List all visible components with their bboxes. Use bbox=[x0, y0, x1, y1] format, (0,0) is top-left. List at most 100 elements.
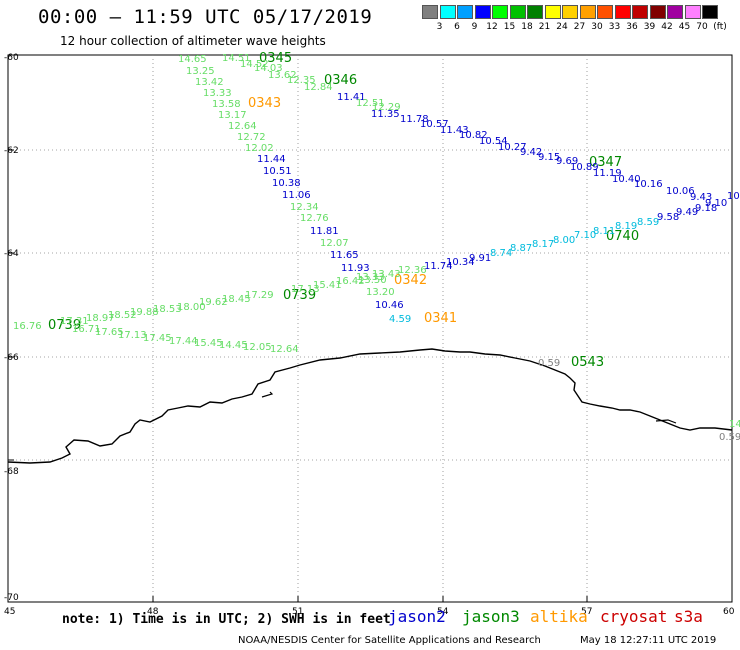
graticule bbox=[8, 55, 732, 602]
swh-value: 7.10 bbox=[574, 230, 596, 241]
legend-swatch bbox=[422, 5, 438, 19]
swh-value: 9.42 bbox=[520, 147, 542, 158]
swh-value: 11.81 bbox=[310, 226, 339, 237]
credit-timestamp: May 18 12:27:11 UTC 2019 bbox=[580, 635, 717, 646]
legend-swatch bbox=[544, 5, 561, 19]
legend-label: 33 bbox=[608, 22, 621, 32]
swh-value: 13.20 bbox=[366, 287, 395, 298]
swh-value: 19.62 bbox=[199, 297, 228, 308]
pass-time-label: 0342 bbox=[394, 273, 427, 288]
lat-label: -60 bbox=[4, 53, 19, 63]
mission-cryosat: cryosat bbox=[600, 607, 668, 626]
lat-labels: -60 -62 -64 -66 -68 -70 bbox=[4, 53, 19, 603]
legend-label: 12 bbox=[486, 22, 498, 32]
swh-value: 14.65 bbox=[178, 54, 207, 65]
swh-value: 13.42 bbox=[195, 77, 224, 88]
swh-value: 11.35 bbox=[371, 109, 400, 120]
legend-swatch bbox=[527, 5, 543, 19]
swh-value: 13.33 bbox=[356, 272, 385, 283]
swh-values: 14.65 14.51 14.52 13.25 14.03 13.42 13.6… bbox=[13, 53, 740, 443]
swh-value: 18.00 bbox=[177, 302, 206, 313]
legend-swatch bbox=[509, 5, 526, 19]
swh-value: 10.38 bbox=[272, 178, 301, 189]
swh-value: 15.41 bbox=[313, 280, 342, 291]
coastline-island bbox=[261, 391, 274, 398]
legend-label: 18 bbox=[521, 22, 533, 32]
swh-value: 9.49 bbox=[676, 207, 698, 218]
legend-label: 45 bbox=[678, 22, 691, 32]
swh-value: 12.64 bbox=[228, 121, 257, 132]
swh-value: 10.46 bbox=[375, 300, 404, 311]
swh-value: 16.76 bbox=[13, 321, 42, 332]
mission-s3a: s3a bbox=[674, 607, 703, 626]
swh-value: 10.54 bbox=[479, 136, 508, 147]
swh-value: 11.74 bbox=[424, 261, 453, 272]
swh-value: 13.25 bbox=[186, 66, 215, 77]
swh-value: 11.06 bbox=[282, 190, 311, 201]
lon-label: 57 bbox=[581, 607, 592, 617]
lat-label: -66 bbox=[4, 353, 19, 363]
swh-value: 10.16 bbox=[634, 179, 663, 190]
legend-label: 15 bbox=[503, 22, 516, 32]
swh-value: 11.19 bbox=[593, 168, 622, 179]
legend-label: 24 bbox=[556, 22, 568, 32]
legend-swatch bbox=[667, 5, 683, 19]
lat-label: -64 bbox=[4, 249, 19, 259]
legend-label: 36 bbox=[626, 22, 638, 32]
pass-time-label: 0347 bbox=[589, 155, 622, 170]
swh-value: 13.33 bbox=[203, 88, 232, 99]
swh-value: 8.74 bbox=[490, 248, 512, 259]
legend-swatch bbox=[684, 5, 701, 19]
swh-value: 18.52 bbox=[108, 310, 137, 321]
legend-label: 70 bbox=[696, 22, 708, 32]
swh-value: 17.45 bbox=[143, 333, 172, 344]
coastline bbox=[7, 348, 733, 464]
swh-value: 10.82 bbox=[459, 130, 488, 141]
swh-value: 13.43 bbox=[372, 269, 401, 280]
swh-value: 12.76 bbox=[300, 213, 329, 224]
swh-value: 17.31 bbox=[60, 316, 89, 327]
coastline-island bbox=[655, 419, 677, 424]
swh-value: 11.41 bbox=[337, 92, 366, 103]
legend-swatch bbox=[649, 5, 666, 19]
swh-value: 10.43 bbox=[727, 191, 740, 202]
swh-value: 17.29 bbox=[245, 290, 274, 301]
swh-value: 9.69 bbox=[556, 156, 578, 167]
credit-line: NOAA/NESDIS Center for Satellite Applica… bbox=[238, 635, 541, 646]
legend-label: 9 bbox=[471, 22, 478, 32]
legend-swatch bbox=[439, 5, 456, 19]
swh-value: 18.97 bbox=[86, 313, 115, 324]
swh-value: 12.36 bbox=[398, 265, 427, 276]
swh-value: 17.13 bbox=[118, 330, 147, 341]
legend-swatch bbox=[562, 5, 578, 19]
swh-value: 10.27 bbox=[498, 142, 527, 153]
swh-value: 8.11 bbox=[593, 226, 615, 237]
legend-label: 27 bbox=[573, 22, 586, 32]
swh-value: 9.58 bbox=[657, 212, 679, 223]
pass-time-label: 0740 bbox=[606, 229, 639, 244]
swh-value: 0.59 bbox=[719, 432, 740, 443]
swh-value: 14.51 bbox=[222, 53, 251, 64]
plot-frame bbox=[7, 54, 733, 603]
swh-value: 13.62 bbox=[268, 70, 297, 81]
lon-label: 60 bbox=[723, 607, 735, 617]
legend-unit: (ft) bbox=[713, 22, 727, 32]
swh-value: 9.91 bbox=[469, 253, 491, 264]
legend-swatch bbox=[597, 5, 613, 19]
swh-value: 10.06 bbox=[666, 186, 695, 197]
page-title: 00:00 – 11:59 UTC 05/17/2019 bbox=[38, 6, 373, 28]
swh-value: 18.53 bbox=[153, 304, 182, 315]
swh-value: 14.03 bbox=[254, 63, 283, 74]
legend-swatch bbox=[614, 5, 631, 19]
mission-jason2: jason2 bbox=[388, 607, 446, 626]
swh-value: 12.07 bbox=[320, 238, 349, 249]
mission-jason3: jason3 bbox=[462, 607, 520, 626]
swh-value: 10.34 bbox=[446, 257, 475, 268]
swh-value: 12.34 bbox=[290, 202, 319, 213]
swh-value: 10.51 bbox=[263, 166, 292, 177]
swh-value: 17.13 bbox=[291, 284, 320, 295]
swh-value: 11.43 bbox=[440, 125, 469, 136]
swh-value: 12.64 bbox=[270, 344, 299, 355]
lat-label: -70 bbox=[4, 593, 19, 603]
